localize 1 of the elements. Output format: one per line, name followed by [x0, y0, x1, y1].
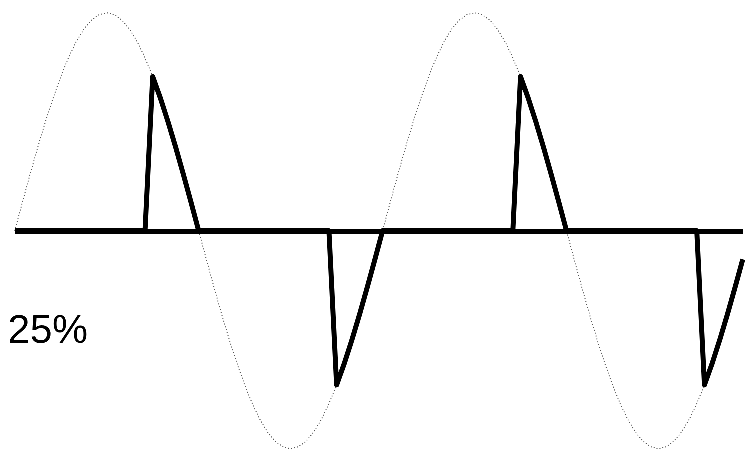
annotation: 25% [8, 308, 88, 352]
